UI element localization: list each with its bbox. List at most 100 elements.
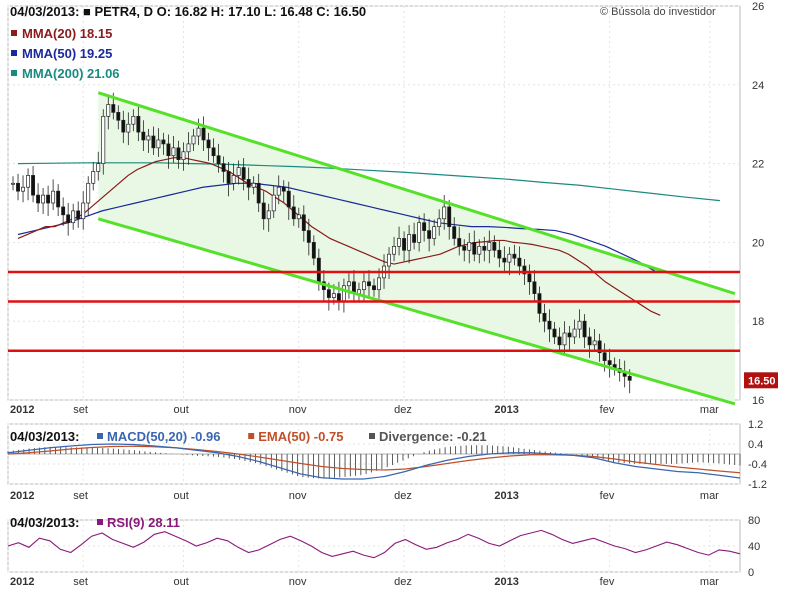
candle-body xyxy=(21,186,25,192)
candle-body xyxy=(362,281,366,291)
candle-body xyxy=(251,182,256,188)
x-tick-label: mar xyxy=(700,404,719,416)
x-tick-label: dez xyxy=(394,404,412,416)
candle-body xyxy=(331,293,336,298)
rsi-y-tick-label: 40 xyxy=(748,541,760,553)
candle-body xyxy=(106,104,111,117)
rsi-line xyxy=(7,529,741,559)
candle-body xyxy=(457,238,462,247)
candle-body xyxy=(236,167,241,176)
x-tick-label: set xyxy=(73,576,88,588)
candle-body xyxy=(191,135,196,145)
legend-swatch xyxy=(11,30,17,36)
legend-entry: EMA(50) -0.75 xyxy=(258,429,343,444)
candle-body xyxy=(281,186,286,192)
price-y-tick-label: 26 xyxy=(752,1,764,13)
candle-body xyxy=(181,151,186,161)
macd-y-tick-label: -0.4 xyxy=(748,459,767,471)
candle-body xyxy=(582,320,587,338)
candle-body xyxy=(502,257,507,263)
candle-body xyxy=(627,376,632,381)
macd-y-tick-label: 1.2 xyxy=(748,419,763,431)
channel-upper-line xyxy=(97,91,736,296)
candle-body xyxy=(607,360,612,365)
candle-body xyxy=(141,131,146,141)
candle-body xyxy=(126,123,131,133)
candle-body xyxy=(452,226,457,239)
candle-body xyxy=(186,143,191,153)
legend-swatch xyxy=(11,50,17,56)
candle-body xyxy=(216,155,221,164)
candle-body xyxy=(151,135,156,149)
legend-swatch xyxy=(248,433,255,439)
candle-body xyxy=(402,238,407,251)
candle-body xyxy=(467,242,472,251)
candle-body xyxy=(341,285,346,302)
last-price-label: 16.50 xyxy=(748,375,776,387)
candle-body xyxy=(442,206,447,220)
x-tick-label: 2013 xyxy=(494,404,518,416)
legend-entry: MMA(200) 21.06 xyxy=(22,66,120,81)
candle-body xyxy=(432,226,437,239)
candle-body xyxy=(537,293,542,314)
candle-body xyxy=(286,190,291,208)
candle-body xyxy=(266,210,271,220)
candle-body xyxy=(592,340,597,346)
candle-body xyxy=(492,242,497,251)
x-tick-label: nov xyxy=(289,490,307,502)
candle-body xyxy=(231,175,236,184)
candle-body xyxy=(407,234,412,251)
candle-body xyxy=(66,214,71,224)
candle-body xyxy=(567,332,572,338)
candle-body xyxy=(482,245,487,251)
candle-body xyxy=(367,281,371,287)
candle-body xyxy=(552,328,557,338)
legend-entry: RSI(9) 28.11 xyxy=(107,515,180,530)
candle-body xyxy=(346,281,351,287)
x-tick-label: fev xyxy=(600,404,615,416)
candle-body xyxy=(447,206,452,227)
legend-entry: Divergence: -0.21 xyxy=(379,429,487,444)
x-tick-label: set xyxy=(73,404,88,416)
candle-body xyxy=(56,190,61,208)
legend-swatch xyxy=(97,519,103,525)
legend-swatch xyxy=(369,433,375,439)
candle-body xyxy=(477,245,482,255)
candle-body xyxy=(36,194,41,204)
candle-body xyxy=(11,182,15,185)
x-tick-label: mar xyxy=(700,576,719,588)
candle-body xyxy=(512,253,517,259)
candle-body xyxy=(387,253,391,267)
rsi-y-tick-label: 0 xyxy=(748,567,754,579)
candle-body xyxy=(41,194,46,204)
copyright-label: © Bússola do investidor xyxy=(600,6,716,18)
x-tick-label: nov xyxy=(289,576,307,588)
ema-line xyxy=(7,445,741,474)
candle-body xyxy=(306,230,311,243)
price-y-tick-label: 20 xyxy=(752,237,764,249)
rsi-y-tick-label: 80 xyxy=(748,515,760,527)
candle-body xyxy=(547,320,552,330)
candle-body xyxy=(527,273,532,283)
candle-body xyxy=(71,210,76,224)
candle-body xyxy=(101,115,106,164)
candle-body xyxy=(507,253,512,263)
candle-body xyxy=(377,277,381,291)
candle-body xyxy=(517,257,522,267)
price-header-text: 04/03/2013: ■ PETR4, D O: 16.82 H: 17.10… xyxy=(10,4,366,19)
candle-body xyxy=(587,336,592,346)
x-tick-label: dez xyxy=(394,490,412,502)
candle-body xyxy=(542,312,547,322)
macd-y-tick-label: 0.4 xyxy=(748,439,763,451)
candle-body xyxy=(417,222,422,243)
x-tick-label: nov xyxy=(289,404,307,416)
candle-body xyxy=(16,182,20,192)
trend-channel-fill xyxy=(98,92,735,404)
candle-body xyxy=(46,194,51,204)
candle-body xyxy=(31,175,36,196)
candle-body xyxy=(602,352,607,361)
candle-body xyxy=(291,206,296,220)
candle-body xyxy=(26,175,31,188)
candle-body xyxy=(487,242,492,251)
candle-body xyxy=(577,320,582,330)
